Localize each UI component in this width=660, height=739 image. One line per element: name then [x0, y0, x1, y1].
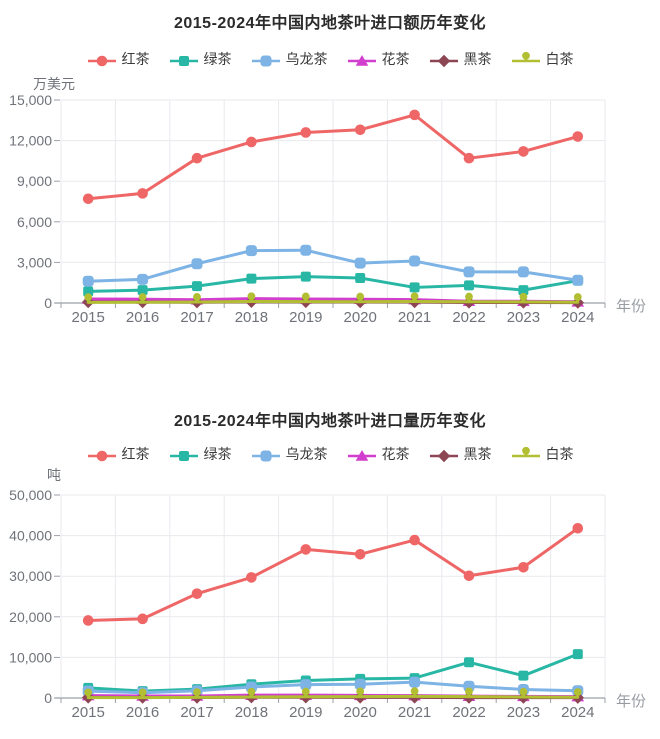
- legend-label: 乌龙茶: [285, 446, 328, 462]
- legend-marker-icon: [429, 54, 458, 68]
- legend-marker-icon: [347, 450, 376, 461]
- svg-text:9,000: 9,000: [17, 173, 52, 189]
- svg-text:2021: 2021: [398, 309, 431, 326]
- svg-text:2024: 2024: [561, 704, 594, 721]
- svg-text:3,000: 3,000: [17, 254, 52, 270]
- svg-text:2022: 2022: [452, 704, 485, 721]
- svg-text:2017: 2017: [180, 704, 213, 721]
- legend-marker-icon: [169, 451, 198, 461]
- legend-marker-icon: [87, 450, 116, 462]
- legend-label: 红茶: [121, 446, 150, 462]
- svg-text:2016: 2016: [126, 309, 159, 326]
- legend-label: 红茶: [121, 51, 150, 67]
- x-axis-name: 年份: [616, 298, 647, 315]
- svg-text:15,000: 15,000: [9, 92, 52, 108]
- svg-text:0: 0: [44, 295, 52, 311]
- legend-item-2[interactable]: 乌龙茶: [251, 49, 328, 69]
- legend-marker-icon: [251, 55, 280, 67]
- legend-item-1[interactable]: 绿茶: [169, 444, 232, 464]
- legend-item-5[interactable]: 白茶: [511, 49, 574, 69]
- svg-text:2023: 2023: [507, 704, 540, 721]
- svg-text:2021: 2021: [398, 704, 431, 721]
- legend-marker-icon: [347, 55, 376, 66]
- legend-marker-icon: [511, 446, 540, 458]
- svg-text:20,000: 20,000: [9, 609, 52, 625]
- y-axis-name: 吨: [47, 467, 61, 483]
- svg-text:2015: 2015: [72, 704, 105, 721]
- svg-text:0: 0: [44, 690, 52, 706]
- legend-label: 绿茶: [203, 446, 232, 462]
- legend-marker-icon: [87, 55, 116, 67]
- svg-text:2018: 2018: [235, 704, 268, 721]
- legend-label: 黑茶: [463, 51, 492, 67]
- legend-item-5[interactable]: 白茶: [511, 444, 574, 464]
- value-chart-canvas: 0 3,000 6,000 9,000 12,000 15,000 2015 2016 2017…: [9, 92, 606, 326]
- svg-text:2019: 2019: [289, 309, 322, 326]
- svg-text:2022: 2022: [452, 309, 485, 326]
- y-axis-name: 万美元: [33, 76, 75, 92]
- legend-label: 花茶: [381, 446, 410, 462]
- legend-label: 白茶: [545, 51, 574, 67]
- legend-item-2[interactable]: 乌龙茶: [251, 444, 328, 464]
- legend-label: 花茶: [381, 51, 410, 67]
- legend-item-3[interactable]: 花茶: [347, 49, 410, 69]
- legend-label: 黑茶: [463, 446, 492, 462]
- legend-item-0[interactable]: 红茶: [87, 49, 150, 69]
- chart-title: 2015-2024年中国内地茶叶进口量历年变化: [173, 413, 487, 430]
- svg-text:12,000: 12,000: [9, 133, 52, 149]
- svg-text:10,000: 10,000: [9, 649, 52, 665]
- legend-marker-icon: [429, 449, 458, 463]
- svg-text:2018: 2018: [235, 309, 268, 326]
- legend-item-1[interactable]: 绿茶: [169, 49, 232, 69]
- svg-text:2015: 2015: [72, 309, 105, 326]
- legend-label: 乌龙茶: [285, 51, 328, 67]
- svg-text:6,000: 6,000: [17, 214, 52, 230]
- svg-text:2016: 2016: [126, 704, 159, 721]
- legend-label: 白茶: [545, 446, 574, 462]
- legend-item-3[interactable]: 花茶: [347, 444, 410, 464]
- svg-text:2019: 2019: [289, 704, 322, 721]
- x-axis-name: 年份: [616, 693, 647, 710]
- svg-text:2024: 2024: [561, 309, 594, 326]
- volume-chart-canvas: 0 10,000 20,000 30,000 40,000 50,000 2015 2016 2…: [9, 487, 606, 721]
- svg-text:2020: 2020: [344, 309, 377, 326]
- svg-text:2017: 2017: [180, 309, 213, 326]
- svg-text:2020: 2020: [344, 704, 377, 721]
- legend-item-4[interactable]: 黑茶: [429, 49, 492, 69]
- legend-label: 绿茶: [203, 51, 232, 67]
- legend-item-4[interactable]: 黑茶: [429, 444, 492, 464]
- import-value-chart: 2015-2024年中国内地茶叶进口额历年变化 红茶 绿茶 乌龙茶 花茶 黑茶 白茶 万美…: [0, 15, 660, 326]
- chart-legend: 红茶 绿茶 乌龙茶 花茶 黑茶 白茶: [0, 50, 660, 68]
- legend-marker-icon: [511, 51, 540, 63]
- svg-text:40,000: 40,000: [9, 528, 52, 544]
- svg-text:30,000: 30,000: [9, 568, 52, 584]
- svg-text:50,000: 50,000: [9, 487, 52, 503]
- svg-text:2023: 2023: [507, 309, 540, 326]
- legend-marker-icon: [169, 56, 198, 66]
- legend-item-0[interactable]: 红茶: [87, 444, 150, 464]
- import-volume-chart: 2015-2024年中国内地茶叶进口量历年变化 红茶 绿茶 乌龙茶 花茶 黑茶 白茶 吨 …: [0, 370, 660, 739]
- legend-marker-icon: [251, 450, 280, 462]
- chart-legend: 红茶 绿茶 乌龙茶 花茶 黑茶 白茶: [0, 445, 660, 463]
- chart-title: 2015-2024年中国内地茶叶进口额历年变化: [173, 15, 487, 32]
